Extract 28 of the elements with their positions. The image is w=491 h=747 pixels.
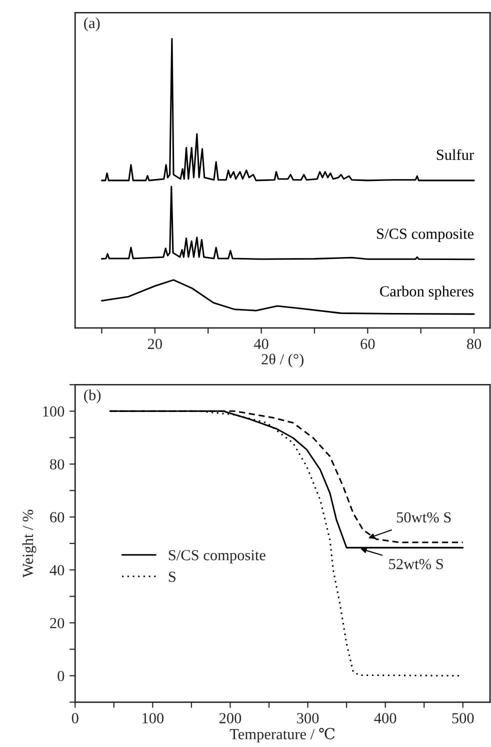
y-tick-label: 60 [50,512,64,522]
y-tick-label: 100 [43,406,64,417]
x-tick-label: 0 [72,713,78,724]
y-tick-label: 80 [50,459,64,470]
x-tick-label: 80 [467,338,482,350]
legend-label: S [168,572,176,582]
series-label: Carbon spheres [380,286,474,300]
chart-title: (b) [84,389,101,404]
series-label: Sulfur [436,149,474,160]
x-tick-label: 300 [297,713,319,724]
legend-label: S/CS composite [168,550,266,564]
series-label: S/CS composite [377,228,474,242]
chart-title: (a) [84,17,100,32]
y-tick-label: 20 [50,618,64,628]
x-axis-title: Temperature / ℃ [230,728,335,742]
x-tick-label: 100 [142,713,164,724]
annotation: 52wt% S [389,558,443,570]
x-axis-title: 2θ / (°) [262,354,304,368]
x-tick-label: 20 [148,338,162,350]
y-axis-title: Weight / % [22,510,36,578]
annotation: 50wt% S [396,512,451,523]
y-tick-label: 40 [50,565,64,576]
x-tick-label: 40 [254,338,268,350]
x-tick-label: 500 [452,713,474,724]
x-tick-label: 200 [219,713,242,724]
x-tick-label: 400 [374,713,396,724]
y-tick-label: 0 [58,670,64,682]
x-tick-label: 60 [360,338,375,350]
